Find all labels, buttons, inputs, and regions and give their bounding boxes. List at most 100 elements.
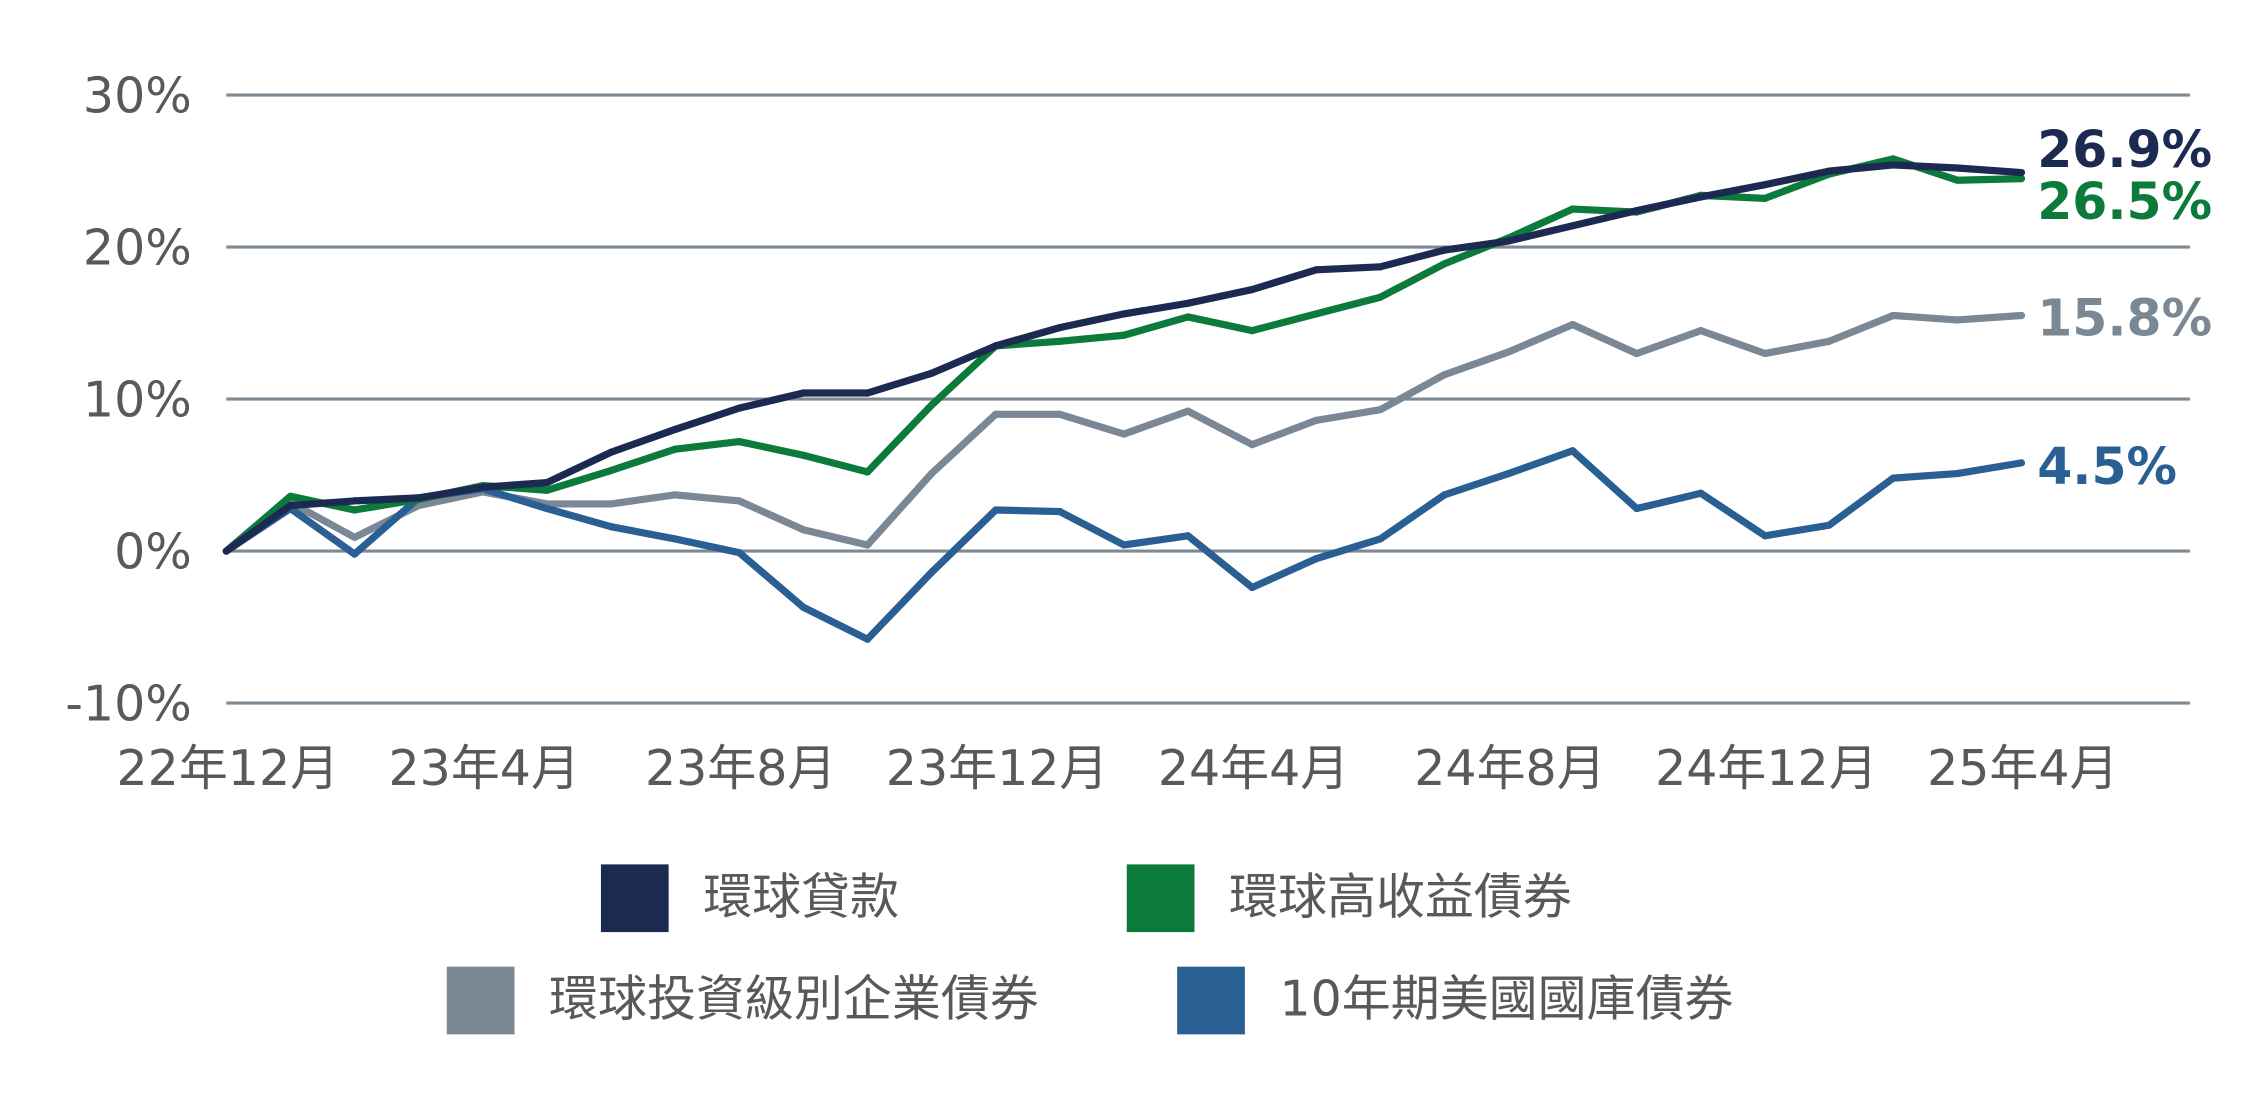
y-tick-label: 20%: [83, 219, 192, 276]
data-point: [543, 504, 551, 513]
data-point: [992, 410, 1000, 418]
data-point: [543, 486, 551, 494]
data-point: [543, 479, 551, 487]
data-point: [1056, 410, 1064, 418]
data-point: [1312, 310, 1320, 318]
data-point: [350, 497, 359, 505]
data-point: [1504, 237, 1513, 245]
legend-swatch: [446, 966, 515, 1035]
data-point: [927, 469, 936, 478]
data-point: [2017, 311, 2025, 320]
x-tick-label: 24年12月: [1655, 740, 1878, 797]
end-value-label: 26.5%: [2037, 172, 2212, 231]
data-point: [1440, 491, 1449, 499]
data-point: [479, 483, 487, 491]
data-point: [1312, 555, 1320, 563]
data-point: [1120, 331, 1128, 339]
data-point: [1761, 194, 1769, 203]
legend-label: 環球投資級別企業債券: [549, 971, 1039, 1028]
data-point: [927, 401, 936, 409]
legend-label: 環球貸款: [703, 868, 899, 925]
data-point: [735, 404, 743, 412]
data-point: [607, 448, 615, 456]
data-point: [1633, 206, 1641, 215]
data-point: [927, 568, 936, 576]
data-point: [671, 445, 679, 453]
data-point: [863, 635, 872, 643]
legend-swatch: [600, 864, 669, 933]
data-point: [1376, 293, 1384, 301]
data-point: [415, 494, 423, 502]
y-tick-label: -10%: [65, 675, 192, 732]
data-point: [2017, 168, 2025, 177]
data-point: [1761, 181, 1769, 189]
data-point: [927, 369, 936, 377]
data-point: [1120, 430, 1128, 438]
data-point: [1825, 167, 1833, 175]
data-point: [1504, 469, 1513, 478]
data-point: [1248, 327, 1256, 335]
end-labels: 26.9%26.5% 15.8% 4.5%: [2037, 120, 2212, 496]
legend-swatch: [1126, 864, 1195, 933]
data-point: [607, 523, 615, 531]
x-tick-label: 22年12月: [117, 740, 340, 797]
data-point: [1633, 504, 1641, 513]
data-point: [1376, 263, 1384, 271]
data-point: [863, 468, 872, 476]
data-point: [1120, 541, 1128, 549]
data-point: [1056, 337, 1064, 345]
end-value-label: 15.8%: [2037, 289, 2212, 348]
legend-label: 環球高收益債券: [1229, 868, 1572, 925]
data-point: [1056, 507, 1064, 516]
data-point: [350, 533, 359, 541]
data-point: [1569, 320, 1577, 329]
data-point: [1184, 407, 1192, 415]
x-tick-label: 23年8月: [645, 740, 836, 797]
data-point: [735, 438, 743, 446]
data-point: [1889, 161, 1897, 169]
data-point: [350, 506, 359, 514]
data-point: [1376, 406, 1384, 414]
data-point: [1697, 193, 1705, 201]
data-point: [799, 389, 807, 397]
data-point: [735, 497, 743, 505]
data-point: [607, 500, 615, 508]
data-point: [992, 342, 1000, 350]
y-tick-label: 0%: [114, 523, 192, 580]
data-point: [1569, 205, 1577, 213]
data-point: [1440, 371, 1449, 379]
data-point: [1825, 337, 1833, 345]
data-point: [1569, 447, 1577, 455]
data-point: [992, 506, 1000, 514]
data-point: [1312, 416, 1320, 424]
data-point: [1569, 222, 1577, 230]
data-point: [799, 451, 807, 459]
data-point: [1697, 327, 1705, 335]
data-point: [1184, 313, 1192, 321]
end-value-label: 26.9%: [2037, 120, 2212, 179]
legend-label: 10年期美國國庫債券: [1279, 971, 1733, 1028]
data-point: [350, 550, 359, 558]
legend-swatch: [1177, 966, 1245, 1035]
data-point: [1248, 583, 1256, 592]
data-point: [671, 425, 679, 434]
x-tick-label: 23年12月: [886, 740, 1109, 797]
data-point: [1440, 260, 1449, 268]
x-tick-label: 25年4月: [1927, 740, 2118, 797]
data-point: [1889, 155, 1897, 163]
data-point: [1248, 441, 1256, 449]
gridlines: [226, 93, 2190, 705]
data-point: [1120, 310, 1128, 318]
y-axis-ticks: 30% 20% 10% 0% -10%: [65, 67, 192, 732]
series-lines: [222, 155, 2025, 643]
data-point: [671, 535, 679, 543]
data-point: [799, 526, 807, 534]
data-point: [1633, 349, 1641, 358]
data-point: [863, 541, 872, 549]
data-point: [1248, 286, 1256, 294]
x-tick-label: 23年4月: [389, 740, 580, 797]
data-point: [863, 389, 872, 397]
